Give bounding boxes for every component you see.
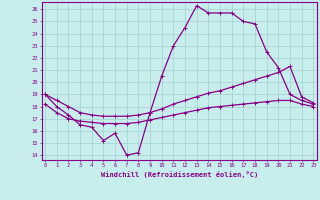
X-axis label: Windchill (Refroidissement éolien,°C): Windchill (Refroidissement éolien,°C) xyxy=(100,171,258,178)
